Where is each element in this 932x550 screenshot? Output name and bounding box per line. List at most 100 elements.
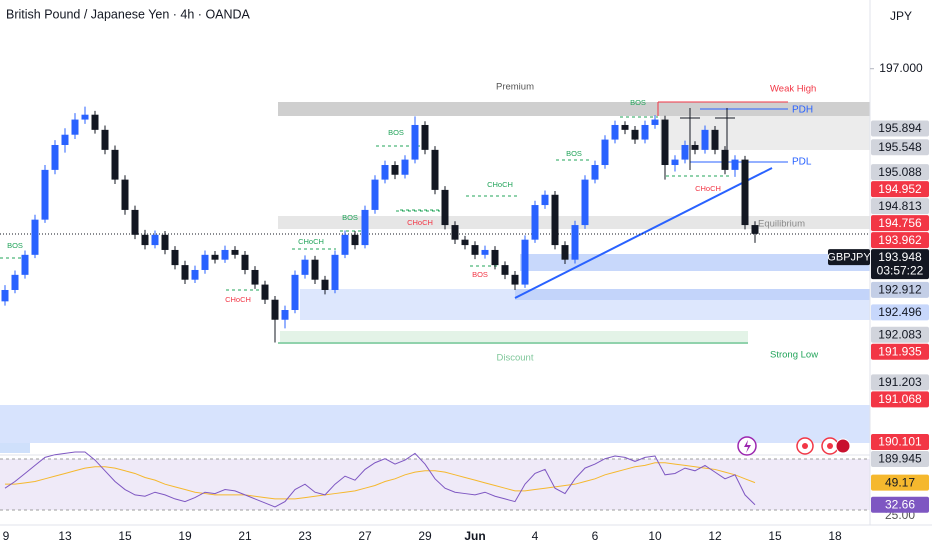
candle-body [311, 259, 319, 280]
price-label: 192.083 [878, 327, 922, 341]
annotation: CHoCH [407, 218, 433, 227]
candle-body [161, 234, 169, 250]
candle-body [371, 179, 379, 210]
annotation: BOS [566, 149, 582, 158]
demand-zone [520, 254, 870, 271]
candle-body [231, 249, 239, 255]
rsi-ma-line [5, 462, 756, 500]
candle-body [651, 119, 659, 125]
candle-body [491, 249, 499, 266]
candle-body [201, 254, 209, 270]
lightning [744, 440, 751, 453]
candle-body [681, 144, 689, 160]
price-badge [871, 304, 929, 321]
annotation: PDH [792, 105, 813, 116]
price-label: 191.203 [878, 375, 922, 389]
candle-body [251, 269, 259, 285]
candle-body [671, 159, 679, 166]
candle-body [401, 159, 409, 175]
candle-body [221, 249, 229, 260]
price-badge [871, 343, 929, 360]
candle-body [71, 119, 79, 135]
candle-body [381, 165, 389, 180]
candle-body [691, 144, 699, 150]
x-tick-label: Jun [464, 529, 485, 543]
y-tick-label: 197.000 [879, 61, 923, 75]
candle-body [341, 234, 349, 255]
currency: JPY [890, 9, 912, 23]
x-tick-label: 27 [358, 529, 372, 543]
annotation: CHoCH [487, 180, 513, 189]
equilibrium-zone [278, 216, 870, 229]
price-badge [871, 326, 929, 343]
candle-body [171, 249, 179, 266]
candle-body [91, 114, 99, 130]
event-dot [802, 443, 808, 449]
annotation: Discount [497, 353, 534, 364]
price-badge [871, 450, 929, 467]
price-label: 194.813 [878, 199, 922, 213]
candle-body [751, 225, 759, 234]
candle-body [721, 149, 729, 170]
annotation: CHoCH [695, 184, 721, 193]
price-label: 191.068 [878, 392, 922, 406]
rsi-band [0, 459, 870, 510]
price-label: 194.756 [878, 216, 922, 230]
flag-icon[interactable] [835, 438, 851, 454]
candle-body [51, 144, 59, 170]
candle-body [511, 274, 519, 285]
candle-body [261, 284, 269, 300]
price-badge [871, 391, 929, 408]
candle-body [321, 279, 329, 290]
candle-body [31, 219, 39, 255]
x-tick-label: 15 [118, 529, 132, 543]
candle-body [431, 149, 439, 190]
price-label: 193.962 [878, 233, 922, 247]
candle-body [501, 265, 509, 275]
candle-body [81, 114, 89, 120]
price-label: 189.945 [878, 452, 922, 466]
candle-body [191, 269, 199, 280]
candle-body [631, 129, 639, 140]
candle-body [561, 245, 569, 260]
price-badge [871, 164, 929, 181]
annotation: Weak High [770, 84, 816, 95]
candle-body [591, 165, 599, 180]
rsi-ma-label: 49.17 [885, 475, 915, 489]
candle-body [301, 259, 309, 275]
candle-body [641, 124, 649, 140]
x-tick-label: 19 [178, 529, 192, 543]
candle-body [181, 265, 189, 280]
demand-zone [0, 443, 30, 453]
rsi-label: 32.66 [885, 497, 915, 511]
price-badge [871, 232, 929, 249]
candle-body [701, 129, 709, 150]
annotation: BOS [388, 128, 404, 137]
candle-body [581, 179, 589, 226]
candle-body [441, 189, 449, 226]
price-badge [871, 139, 929, 156]
annotation: Strong Low [770, 350, 818, 361]
candle-body [21, 254, 29, 275]
candle-body [731, 159, 739, 170]
candle-body [331, 254, 339, 290]
x-tick-label: 6 [592, 529, 599, 543]
candle-body [141, 234, 149, 246]
candle-body [411, 124, 419, 160]
candle-body [711, 129, 719, 150]
x-tick-label: 18 [828, 529, 842, 543]
candle-body [461, 239, 469, 246]
price-label: 191.935 [878, 344, 922, 358]
price-label: 195.548 [878, 140, 922, 154]
x-tick-label: 10 [648, 529, 662, 543]
candle-body [211, 254, 219, 260]
candle-body [661, 119, 669, 166]
candle-body [351, 234, 359, 246]
demand-zone [0, 405, 870, 443]
rsi-badge [871, 496, 929, 513]
candle-body [121, 179, 129, 210]
annotation: Premium [496, 82, 534, 93]
bos-lines [0, 116, 730, 291]
countdown: 03:57:22 [877, 263, 924, 277]
